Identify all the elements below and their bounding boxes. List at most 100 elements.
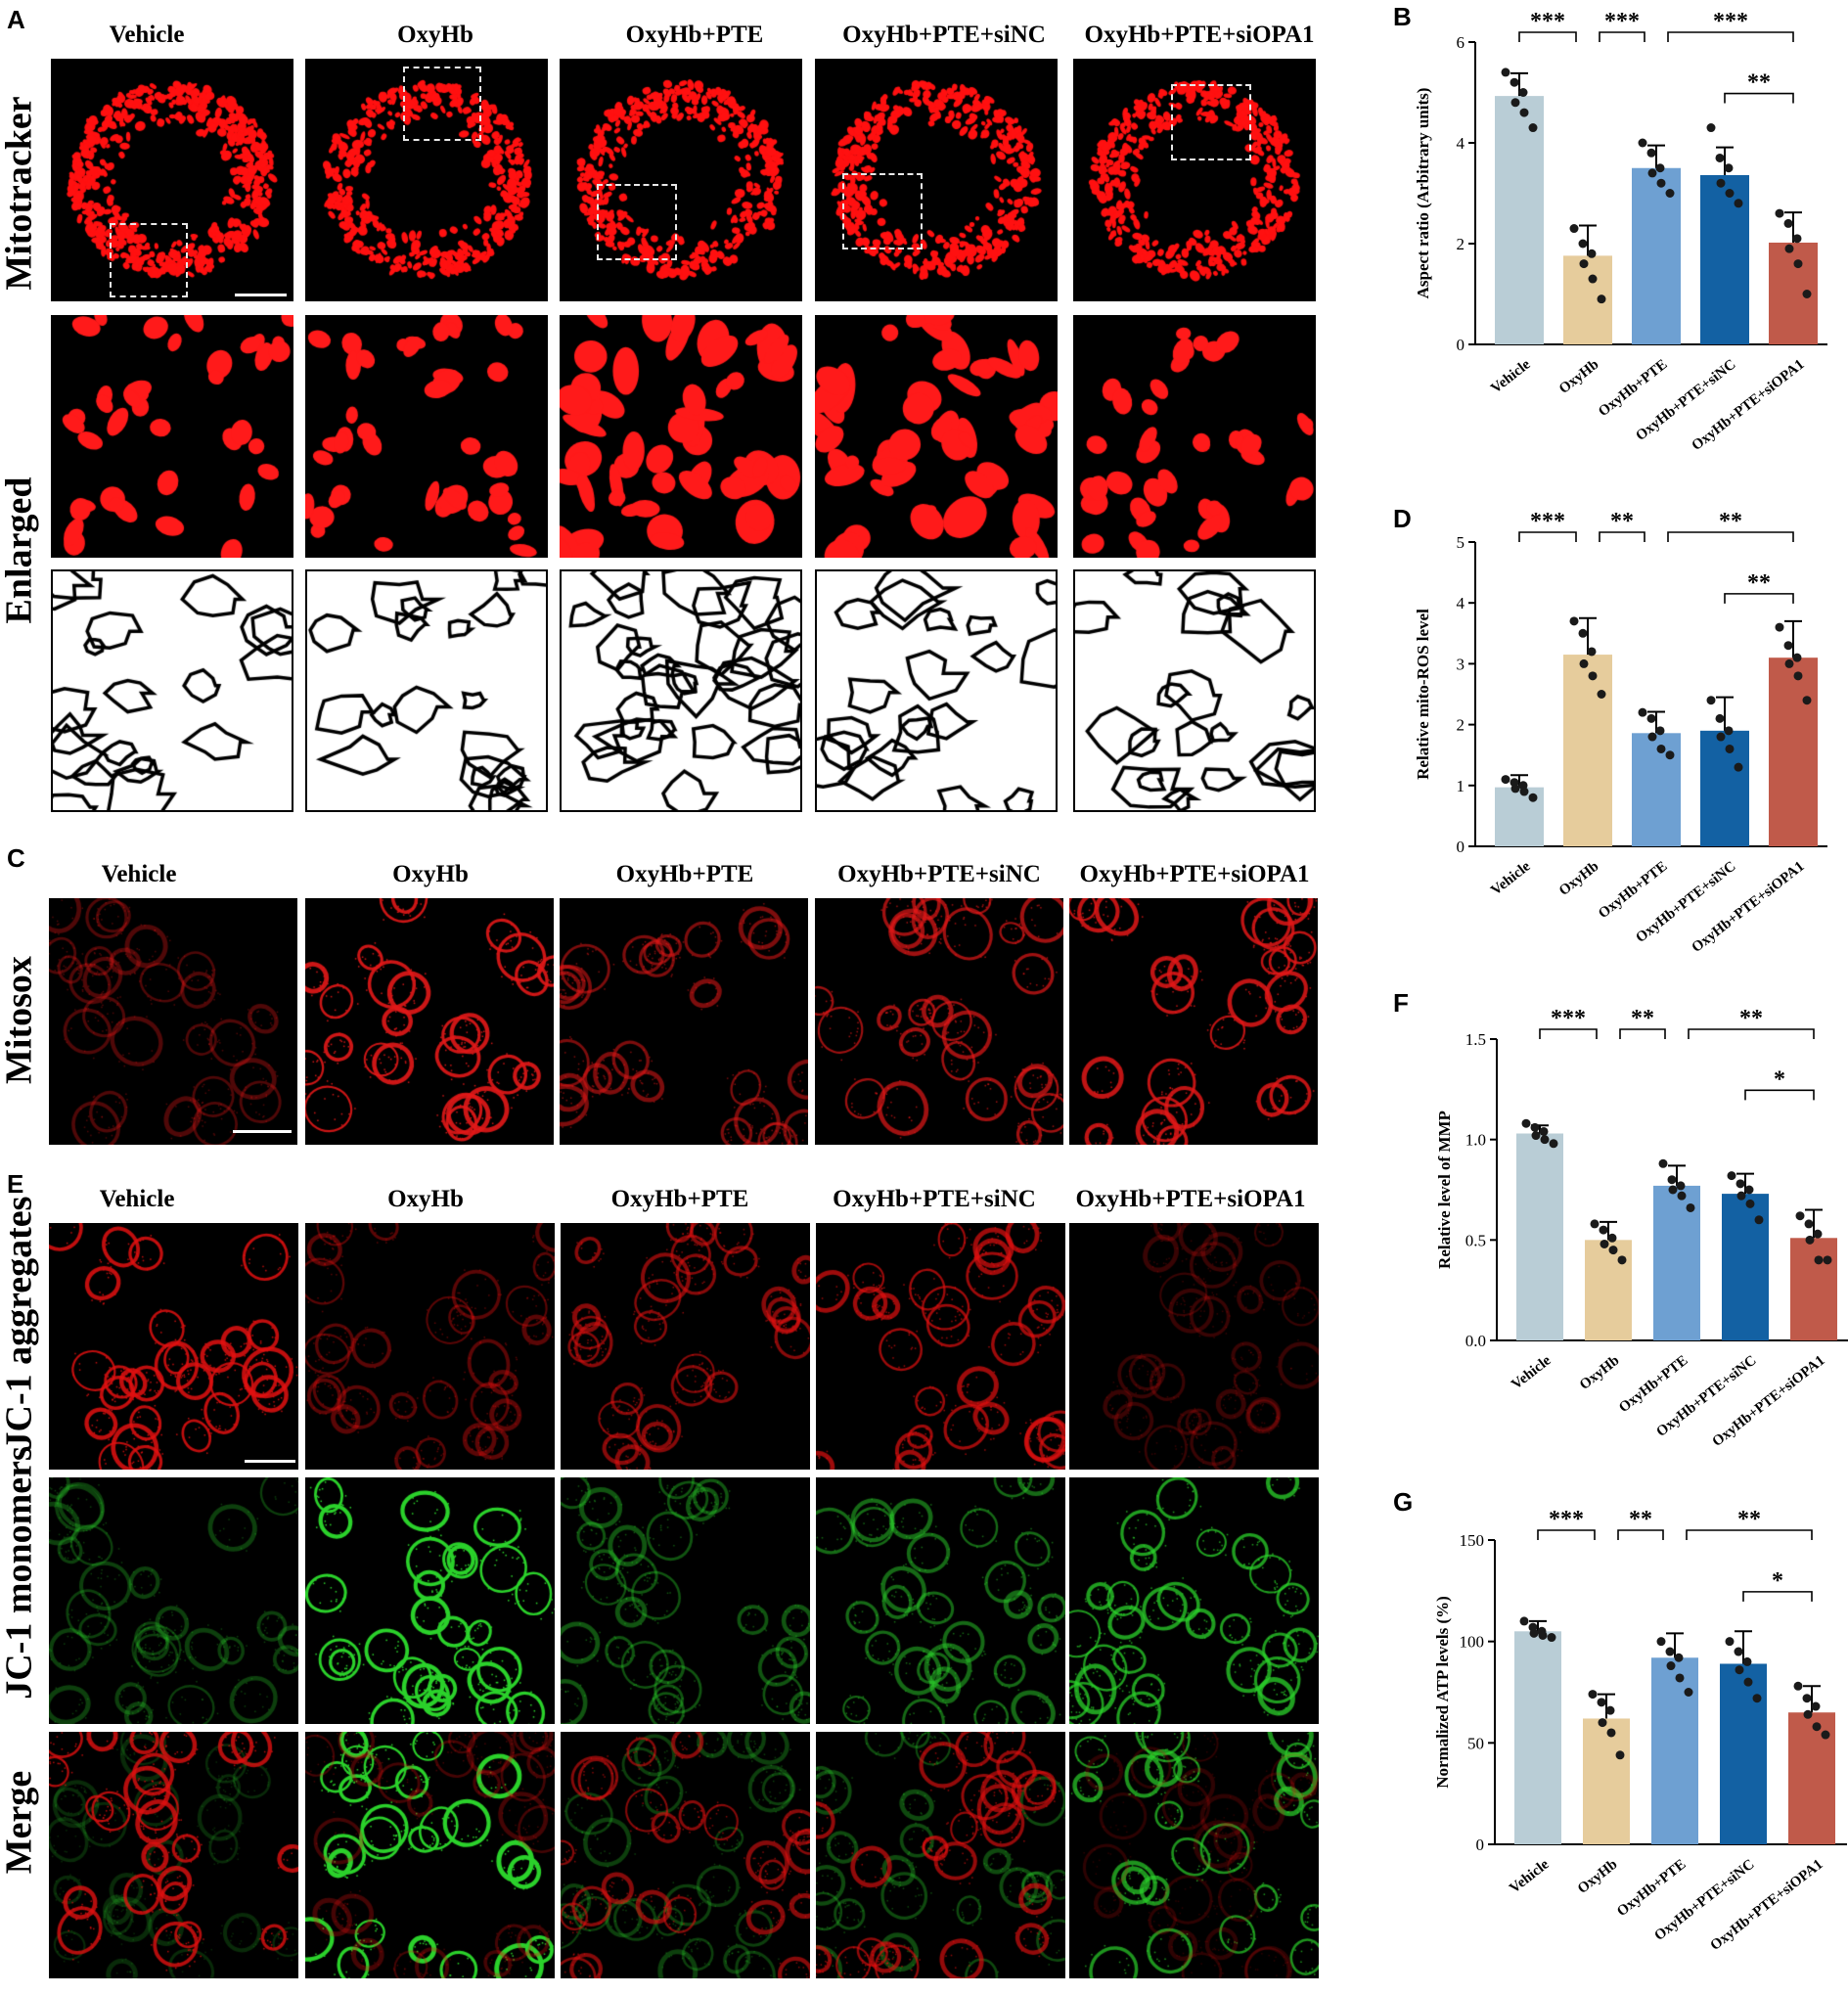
data-point (1666, 1661, 1676, 1671)
jc1-aggregates-image (1069, 1223, 1319, 1470)
merge-image (305, 1732, 555, 1978)
data-point (1665, 1647, 1675, 1656)
y-tick-label: 100 (1460, 1633, 1485, 1652)
data-point (1646, 148, 1656, 158)
outline-image (51, 569, 293, 812)
enlarged-image (560, 315, 802, 558)
enlarged-image (815, 315, 1058, 558)
chart-d: 0 1 2 3 4 5 Relative mito-ROS level Vehicle OxyH… (1409, 504, 1848, 983)
zoom-region-box (403, 67, 481, 141)
data-point (1684, 1688, 1693, 1697)
data-point (1658, 1158, 1668, 1168)
data-point (1510, 98, 1520, 108)
zoom-region-box (110, 223, 188, 297)
data-point (1569, 224, 1579, 234)
jc1-monomers-image (49, 1477, 298, 1724)
data-point (1519, 1616, 1529, 1626)
row-label-mitosox: Mitosox (0, 956, 40, 1084)
bar (1722, 1194, 1769, 1340)
data-point (1647, 168, 1657, 178)
outline-image (305, 569, 548, 812)
data-point (1579, 658, 1589, 668)
bar (1563, 655, 1612, 846)
enlarged-image (51, 315, 293, 558)
row-label-enlarged: Enlarged (0, 476, 40, 624)
x-tick-label: Vehicle (1488, 356, 1533, 396)
data-point (1734, 762, 1743, 772)
data-point (1638, 707, 1647, 717)
bar (1720, 1663, 1767, 1844)
panel-a-column-title: OxyHb+PTE (625, 22, 764, 48)
mitosox-image (49, 898, 297, 1145)
y-axis-label: Normalized ATP levels (%) (1433, 1596, 1452, 1789)
bar (1651, 1657, 1698, 1844)
significance-label: ** (1610, 509, 1634, 534)
significance-bracket (1667, 31, 1794, 42)
data-point (1588, 1690, 1598, 1700)
data-point (1674, 1653, 1684, 1662)
mitotracker-image (815, 59, 1058, 301)
x-tick-label: OxyHb (1556, 357, 1602, 397)
mitosox-image (815, 898, 1063, 1145)
bar (1583, 1718, 1630, 1844)
significance-label: *** (1530, 509, 1565, 534)
panel-d-letter: D (1393, 504, 1412, 533)
data-point (1715, 153, 1725, 162)
data-point (1597, 1698, 1606, 1707)
data-point (1646, 713, 1656, 723)
data-point (1531, 1131, 1541, 1141)
y-tick-label: 0.5 (1465, 1231, 1486, 1249)
significance-bracket (1537, 1529, 1596, 1540)
data-point (1823, 1255, 1832, 1265)
outline-image (560, 569, 802, 812)
enlarged-image (1073, 315, 1316, 558)
data-point (1715, 713, 1725, 723)
y-tick-label: 0 (1457, 838, 1465, 856)
significance-bracket (1744, 1089, 1815, 1101)
panel-a-column-title: OxyHb+PTE+siOPA1 (1084, 22, 1315, 48)
y-tick-label: 0.0 (1465, 1332, 1486, 1350)
bar (1495, 96, 1544, 344)
panel-e-letter: E (7, 1169, 24, 1199)
enlarged-image (305, 315, 548, 558)
data-point (1540, 1135, 1550, 1145)
data-point (1706, 696, 1716, 705)
data-point (1578, 239, 1588, 249)
significance-label: *** (1549, 1507, 1584, 1532)
panel-a-letter: A (7, 5, 25, 34)
x-tick-label: Vehicle (1509, 1352, 1554, 1392)
significance-bracket (1518, 31, 1577, 42)
data-point (1549, 1139, 1558, 1149)
panel-c-column-title: OxyHb+PTE+siNC (837, 861, 1041, 887)
zoom-region-box (597, 184, 677, 260)
panel-c-column-title: OxyHb+PTE (615, 861, 754, 887)
chart-f: 0.0 0.5 1.0 1.5 Relative level of MMP Vehicle… (1409, 988, 1848, 1477)
panel-c-letter: C (7, 843, 25, 873)
data-point (1724, 163, 1734, 173)
data-point (1675, 1673, 1685, 1683)
data-point (1792, 234, 1802, 244)
data-point (1519, 787, 1529, 796)
data-point (1811, 1701, 1821, 1711)
panel-a-column-title: OxyHb+PTE+siNC (842, 22, 1046, 48)
panel-g-letter: G (1393, 1487, 1414, 1517)
y-tick-label: 0 (1457, 336, 1465, 354)
data-point (1547, 1633, 1556, 1643)
significance-label: ** (1629, 1507, 1652, 1532)
data-point (1521, 1118, 1531, 1128)
panel-f-letter: F (1393, 988, 1409, 1018)
data-point (1735, 1665, 1744, 1675)
data-point (1587, 647, 1597, 657)
significance-bracket (1688, 1028, 1815, 1039)
data-point (1716, 178, 1726, 188)
data-point (1615, 1750, 1625, 1760)
significance-bracket (1599, 531, 1645, 542)
data-point (1529, 1628, 1539, 1638)
jc1-aggregates-image (49, 1223, 298, 1470)
data-point (1569, 616, 1579, 626)
merge-image (49, 1732, 298, 1978)
data-point (1802, 696, 1812, 705)
panel-a-column-title: OxyHb (397, 22, 473, 48)
mitotracker-image (51, 59, 293, 301)
panel-b-letter: B (1393, 2, 1412, 31)
